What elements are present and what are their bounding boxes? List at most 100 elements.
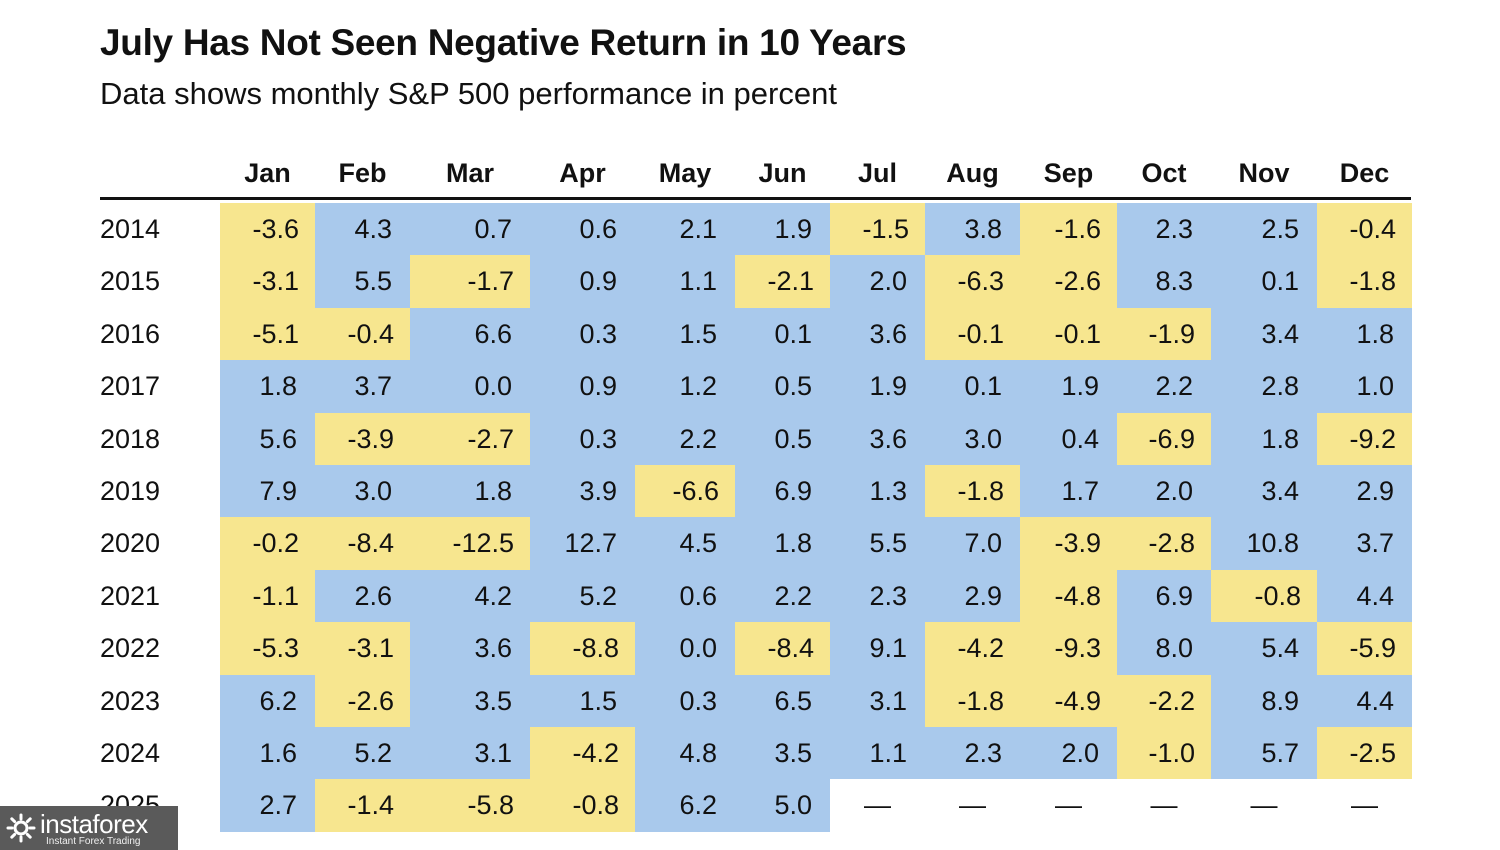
cell-2022-oct: 8.0 — [1117, 622, 1211, 674]
row-label-2023: 2023 — [100, 675, 160, 727]
cell-2019-may: -6.6 — [635, 465, 735, 517]
cell-2020-may: 4.5 — [635, 517, 735, 569]
cell-2018-nov: 1.8 — [1211, 413, 1317, 465]
row-label-2021: 2021 — [100, 570, 160, 622]
row-label-2014: 2014 — [100, 203, 160, 255]
cell-2025-jul: — — [830, 779, 925, 831]
row-label-2018: 2018 — [100, 413, 160, 465]
row-label-2024: 2024 — [100, 727, 160, 779]
cell-2024-may: 4.8 — [635, 727, 735, 779]
cell-2018-apr: 0.3 — [530, 413, 635, 465]
cell-2020-oct: -2.8 — [1117, 517, 1211, 569]
cell-2016-may: 1.5 — [635, 308, 735, 360]
cell-2022-jan: -5.3 — [220, 622, 315, 674]
cell-2025-apr: -0.8 — [530, 779, 635, 831]
header-divider — [100, 197, 1411, 200]
cell-2014-may: 2.1 — [635, 203, 735, 255]
column-header-nov: Nov — [1211, 156, 1317, 190]
cell-2021-oct: 6.9 — [1117, 570, 1211, 622]
cell-2016-jul: 3.6 — [830, 308, 925, 360]
cell-2014-aug: 3.8 — [925, 203, 1020, 255]
cell-2015-oct: 8.3 — [1117, 255, 1211, 307]
row-label-2015: 2015 — [100, 255, 160, 307]
cell-2021-feb: 2.6 — [315, 570, 410, 622]
cell-2022-dec: -5.9 — [1317, 622, 1412, 674]
cell-2016-mar: 6.6 — [410, 308, 530, 360]
instaforex-watermark: instaforex Instant Forex Trading — [0, 806, 178, 850]
cell-2015-jul: 2.0 — [830, 255, 925, 307]
cell-2021-jul: 2.3 — [830, 570, 925, 622]
cell-2021-nov: -0.8 — [1211, 570, 1317, 622]
cell-2021-jun: 2.2 — [735, 570, 830, 622]
cell-2021-sep: -4.8 — [1020, 570, 1117, 622]
cell-2018-may: 2.2 — [635, 413, 735, 465]
cell-2020-nov: 10.8 — [1211, 517, 1317, 569]
cell-2025-nov: — — [1211, 779, 1317, 831]
cell-2017-jul: 1.9 — [830, 360, 925, 412]
cell-2014-oct: 2.3 — [1117, 203, 1211, 255]
column-header-feb: Feb — [315, 156, 410, 190]
cell-2016-nov: 3.4 — [1211, 308, 1317, 360]
cell-2019-oct: 2.0 — [1117, 465, 1211, 517]
cell-2018-sep: 0.4 — [1020, 413, 1117, 465]
cell-2022-jun: -8.4 — [735, 622, 830, 674]
row-label-2022: 2022 — [100, 622, 160, 674]
cell-2018-oct: -6.9 — [1117, 413, 1211, 465]
cell-2016-dec: 1.8 — [1317, 308, 1412, 360]
cell-2018-jul: 3.6 — [830, 413, 925, 465]
row-label-2020: 2020 — [100, 517, 160, 569]
row-label-2017: 2017 — [100, 360, 160, 412]
cell-2016-oct: -1.9 — [1117, 308, 1211, 360]
cell-2022-mar: 3.6 — [410, 622, 530, 674]
column-header-jun: Jun — [735, 156, 830, 190]
column-header-oct: Oct — [1117, 156, 1211, 190]
cell-2022-apr: -8.8 — [530, 622, 635, 674]
cell-2023-nov: 8.9 — [1211, 675, 1317, 727]
cell-2016-feb: -0.4 — [315, 308, 410, 360]
cell-2024-feb: 5.2 — [315, 727, 410, 779]
column-header-dec: Dec — [1317, 156, 1412, 190]
cell-2024-dec: -2.5 — [1317, 727, 1412, 779]
cell-2017-jan: 1.8 — [220, 360, 315, 412]
column-header-sep: Sep — [1020, 156, 1117, 190]
cell-2017-dec: 1.0 — [1317, 360, 1412, 412]
cell-2019-dec: 2.9 — [1317, 465, 1412, 517]
cell-2024-mar: 3.1 — [410, 727, 530, 779]
cell-2018-dec: -9.2 — [1317, 413, 1412, 465]
cell-2014-mar: 0.7 — [410, 203, 530, 255]
cell-2021-dec: 4.4 — [1317, 570, 1412, 622]
cell-2015-dec: -1.8 — [1317, 255, 1412, 307]
cell-2019-jan: 7.9 — [220, 465, 315, 517]
cell-2019-jul: 1.3 — [830, 465, 925, 517]
cell-2023-dec: 4.4 — [1317, 675, 1412, 727]
cell-2020-feb: -8.4 — [315, 517, 410, 569]
column-header-aug: Aug — [925, 156, 1020, 190]
cell-2021-apr: 5.2 — [530, 570, 635, 622]
cell-2014-jan: -3.6 — [220, 203, 315, 255]
cell-2018-mar: -2.7 — [410, 413, 530, 465]
column-header-jan: Jan — [220, 156, 315, 190]
cell-2021-jan: -1.1 — [220, 570, 315, 622]
cell-2025-dec: — — [1317, 779, 1412, 831]
cell-2024-aug: 2.3 — [925, 727, 1020, 779]
cell-2023-sep: -4.9 — [1020, 675, 1117, 727]
cell-2016-jun: 0.1 — [735, 308, 830, 360]
cell-2014-sep: -1.6 — [1020, 203, 1117, 255]
cell-2024-oct: -1.0 — [1117, 727, 1211, 779]
column-header-mar: Mar — [410, 156, 530, 190]
cell-2014-jun: 1.9 — [735, 203, 830, 255]
cell-2015-feb: 5.5 — [315, 255, 410, 307]
row-label-2019: 2019 — [100, 465, 160, 517]
cell-2018-jun: 0.5 — [735, 413, 830, 465]
cell-2023-mar: 3.5 — [410, 675, 530, 727]
cell-2025-oct: — — [1117, 779, 1211, 831]
cell-2023-may: 0.3 — [635, 675, 735, 727]
cell-2020-dec: 3.7 — [1317, 517, 1412, 569]
cell-2023-feb: -2.6 — [315, 675, 410, 727]
cell-2019-sep: 1.7 — [1020, 465, 1117, 517]
cell-2020-jul: 5.5 — [830, 517, 925, 569]
cell-2021-may: 0.6 — [635, 570, 735, 622]
cell-2020-jun: 1.8 — [735, 517, 830, 569]
cell-2023-jan: 6.2 — [220, 675, 315, 727]
cell-2018-aug: 3.0 — [925, 413, 1020, 465]
